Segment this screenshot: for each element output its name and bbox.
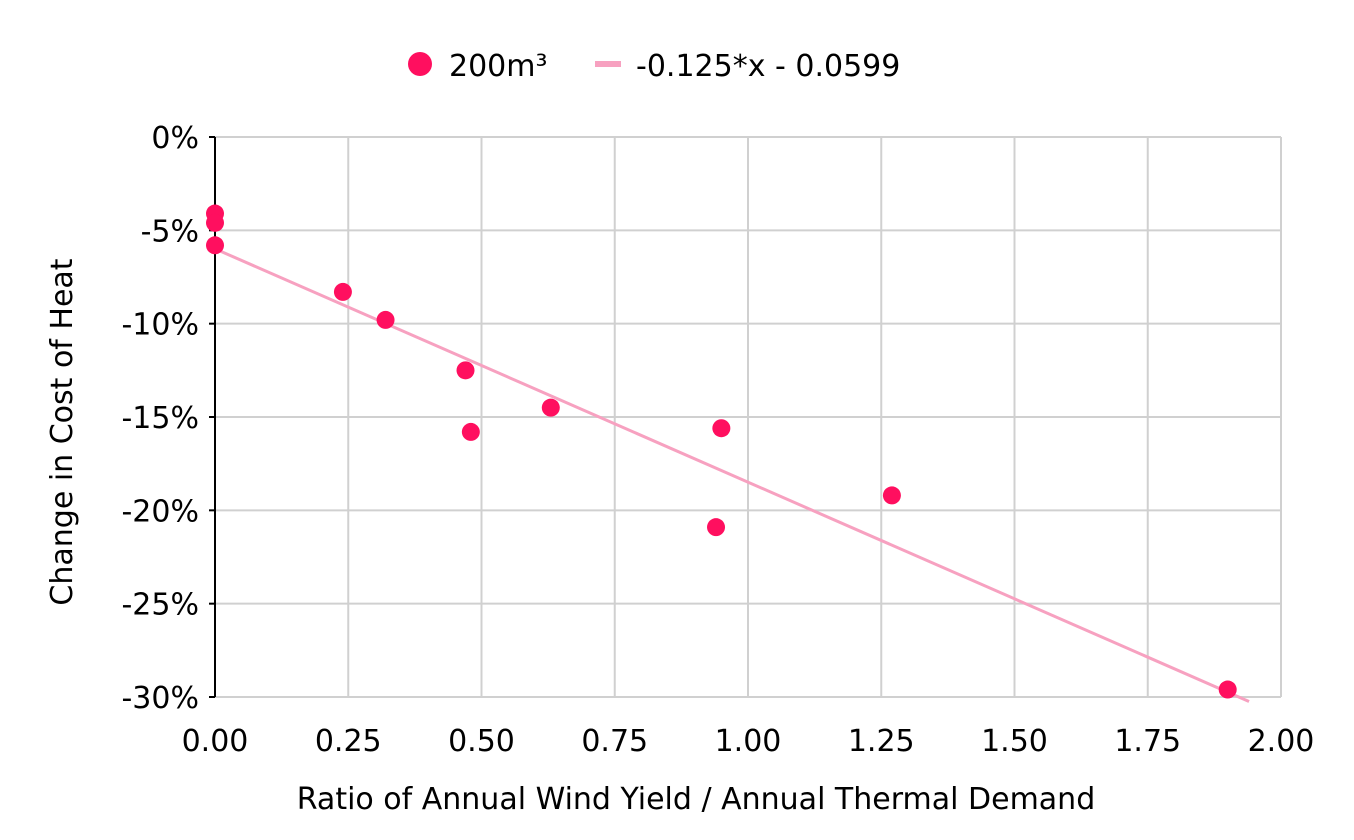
data-point (712, 419, 731, 438)
data-point (333, 282, 352, 301)
legend-marker-scatter (408, 52, 432, 76)
x-tick-label: 2.00 (1248, 724, 1315, 759)
data-point (206, 213, 224, 232)
trendline-layer (214, 247, 1250, 703)
x-axis-title: Ratio of Annual Wind Yield / Annual Ther… (297, 782, 1096, 817)
legend-label-trendline: -0.125*x - 0.0599 (636, 49, 900, 84)
legend: 200m³ -0.125*x - 0.0599 (408, 49, 900, 84)
x-tick-label: 1.00 (715, 724, 782, 759)
x-tick-label: 1.25 (848, 724, 915, 759)
x-tick-label: 0.00 (182, 724, 249, 759)
y-tick-label: -5% (141, 214, 199, 249)
y-tick-label: -30% (121, 681, 199, 716)
legend-label-scatter: 200m³ (449, 49, 548, 84)
y-axis-title: Change in Cost of Heat (45, 258, 80, 605)
data-point (376, 310, 395, 329)
y-tick-labels: 0% -5% -10% -15% -20% -25% -30% (121, 121, 199, 716)
data-point (1218, 680, 1237, 699)
data-point (707, 518, 726, 537)
x-tick-label: 0.25 (315, 724, 382, 759)
data-point (206, 236, 224, 255)
x-tick-label: 0.50 (448, 724, 515, 759)
x-tick-label: 1.75 (1114, 724, 1181, 759)
data-point (456, 361, 475, 380)
x-tick-labels: 0.00 0.25 0.50 0.75 1.00 1.25 1.50 1.75 2.00 (182, 724, 1315, 759)
data-point (882, 486, 901, 505)
y-tick-label: -10% (121, 308, 199, 343)
data-points (206, 204, 1237, 699)
trendline (214, 247, 1250, 703)
y-tick-label: 0% (151, 121, 199, 156)
gridlines (215, 136, 1282, 698)
x-tick-label: 0.75 (581, 724, 648, 759)
x-tick-label: 1.50 (981, 724, 1048, 759)
y-tick-label: -25% (121, 588, 199, 623)
y-tick-label: -15% (121, 401, 199, 436)
data-point (541, 398, 560, 417)
data-point (461, 422, 480, 441)
legend-marker-trendline (595, 61, 621, 67)
y-tick-label: -20% (121, 494, 199, 529)
